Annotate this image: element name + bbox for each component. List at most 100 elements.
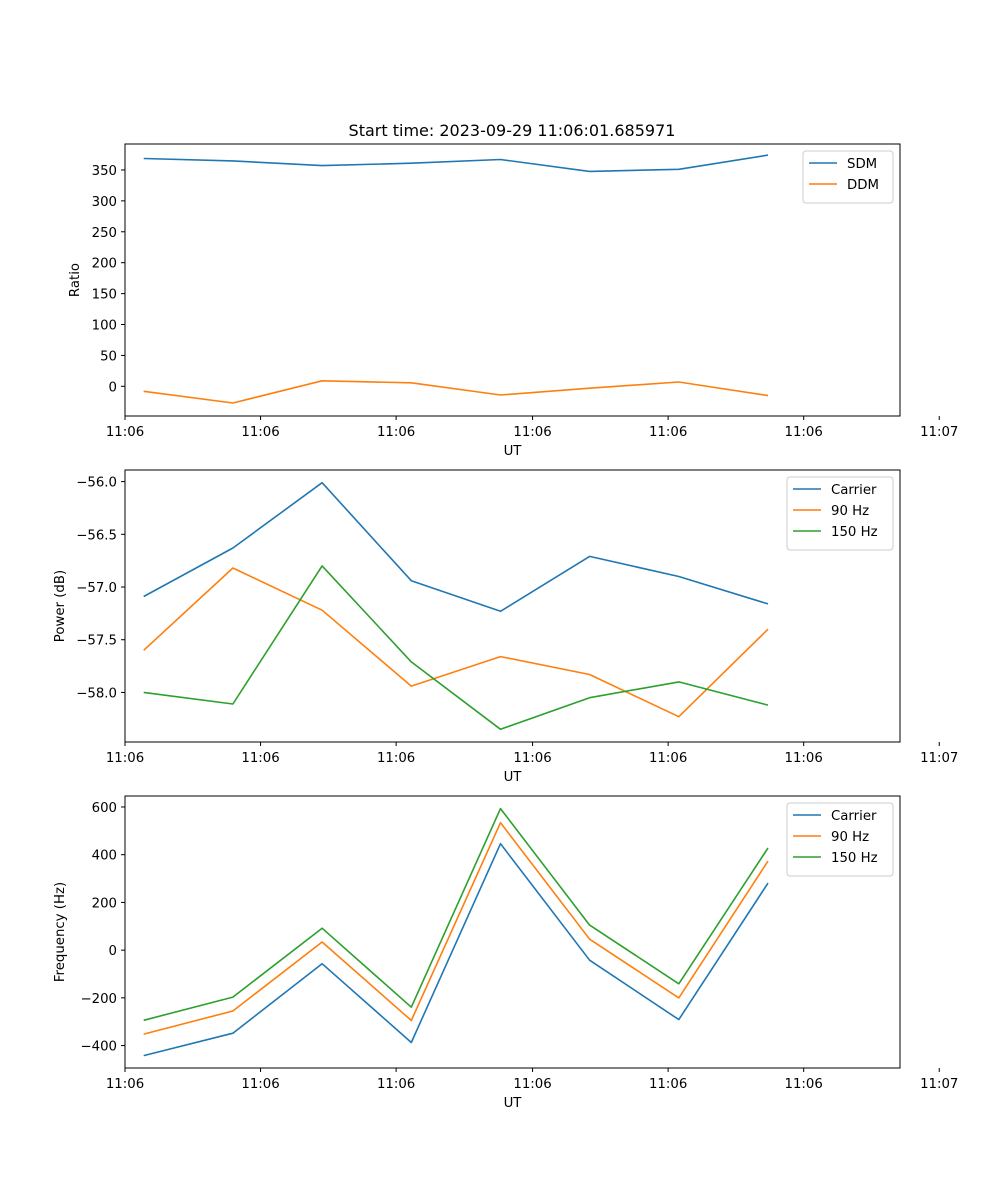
series-line-90-hz <box>143 567 769 718</box>
data-point <box>232 160 234 162</box>
data-point <box>321 609 323 611</box>
subplot-1: 11:06 11:06 11:06 11:06 11:06 11:06 11:07 0 50 10… <box>68 143 958 459</box>
y-tick-label: 150 <box>92 288 117 303</box>
legend-label: Carrier <box>831 483 877 498</box>
data-point <box>321 165 323 167</box>
data-point <box>767 882 769 884</box>
data-point <box>500 159 502 161</box>
data-point <box>500 808 502 810</box>
x-tick-label: 11:06 <box>513 751 551 766</box>
data-point <box>410 580 412 582</box>
data-point <box>500 656 502 658</box>
data-point <box>678 716 680 718</box>
y-tick-label: −400 <box>80 1040 117 1055</box>
x-tick-label: 11:06 <box>785 751 823 766</box>
x-tick-label: 11:07 <box>920 425 958 440</box>
data-point <box>767 847 769 849</box>
data-point <box>678 169 680 171</box>
y-axis-label: Power (dB) <box>53 570 68 642</box>
y-tick-label: 200 <box>92 896 117 911</box>
data-point <box>232 996 234 998</box>
x-tick-label: 11:07 <box>920 1077 958 1092</box>
x-tick-label: 11:06 <box>649 751 687 766</box>
y-axis-label: Ratio <box>68 263 83 297</box>
series-line-carrier <box>143 481 769 613</box>
y-tick-label: 50 <box>100 349 117 364</box>
x-tick-label: 11:06 <box>649 425 687 440</box>
legend-label: 90 Hz <box>831 830 869 845</box>
data-point <box>589 924 591 926</box>
y-tick-label: 400 <box>92 849 117 864</box>
y-tick-label: 300 <box>92 195 117 210</box>
data-point <box>143 1033 145 1035</box>
data-point <box>589 171 591 173</box>
data-point <box>767 603 769 605</box>
subplot-3: 11:06 11:06 11:06 11:06 11:06 11:06 11:07 −400 −… <box>53 795 958 1111</box>
y-tick-label: −200 <box>80 992 117 1007</box>
figure-title: Start time: 2023-09-29 11:06:01.685971 <box>349 121 676 140</box>
data-point <box>767 704 769 706</box>
data-point <box>232 1010 234 1012</box>
data-point <box>410 661 412 663</box>
legend-label: Carrier <box>831 809 877 824</box>
data-point <box>678 983 680 985</box>
data-point <box>410 382 412 384</box>
data-point <box>589 674 591 676</box>
data-point <box>232 703 234 705</box>
series-line-90-hz <box>143 821 769 1035</box>
legend: Carrier 90 Hz 150 Hz <box>786 476 894 551</box>
y-tick-label: −57.0 <box>76 581 117 596</box>
data-point <box>767 395 769 397</box>
data-point <box>143 1055 145 1057</box>
legend-frame <box>802 150 894 204</box>
x-tick-label: 11:06 <box>649 1077 687 1092</box>
x-tick-label: 11:06 <box>377 425 415 440</box>
axes-frame <box>124 469 901 743</box>
x-axis-label: UT <box>504 1096 523 1111</box>
data-point <box>232 567 234 569</box>
data-point <box>143 1019 145 1021</box>
subplot-2: 11:06 11:06 11:06 11:06 11:06 11:06 11:07 −58.0… <box>53 469 958 785</box>
legend: Carrier 90 Hz 150 Hz <box>786 802 894 877</box>
x-axis-label: UT <box>504 770 523 785</box>
data-point <box>143 158 145 160</box>
x-tick-label: 11:06 <box>377 751 415 766</box>
data-point <box>500 610 502 612</box>
data-point <box>143 692 145 694</box>
x-tick-label: 11:06 <box>241 751 279 766</box>
data-point <box>410 1042 412 1044</box>
x-tick-label: 11:06 <box>785 425 823 440</box>
y-tick-label: 200 <box>92 257 117 272</box>
data-point <box>678 681 680 683</box>
data-point <box>767 154 769 156</box>
y-axis-label: Frequency (Hz) <box>53 882 68 982</box>
data-point <box>410 1020 412 1022</box>
data-point <box>410 1006 412 1008</box>
axes-frame <box>124 143 901 417</box>
data-point <box>143 649 145 651</box>
data-point <box>589 387 591 389</box>
x-tick-label: 11:06 <box>785 1077 823 1092</box>
y-tick-label: 100 <box>92 319 117 334</box>
y-tick-label: 250 <box>92 226 117 241</box>
series-line-carrier <box>143 842 769 1057</box>
legend-label: SDM <box>847 157 877 172</box>
data-point <box>321 941 323 943</box>
axes-frame <box>124 795 901 1069</box>
data-point <box>143 390 145 392</box>
data-point <box>232 1032 234 1034</box>
x-tick-label: 11:06 <box>106 751 144 766</box>
y-tick-label: −57.5 <box>76 634 117 649</box>
data-point <box>143 596 145 598</box>
data-point <box>500 394 502 396</box>
y-tick-label: −56.5 <box>76 528 117 543</box>
data-point <box>500 729 502 731</box>
data-point <box>321 482 323 484</box>
y-tick-label: −58.0 <box>76 686 117 701</box>
x-tick-label: 11:06 <box>241 425 279 440</box>
x-tick-label: 11:06 <box>513 1077 551 1092</box>
data-point <box>232 402 234 404</box>
data-point <box>321 963 323 965</box>
x-tick-label: 11:06 <box>241 1077 279 1092</box>
